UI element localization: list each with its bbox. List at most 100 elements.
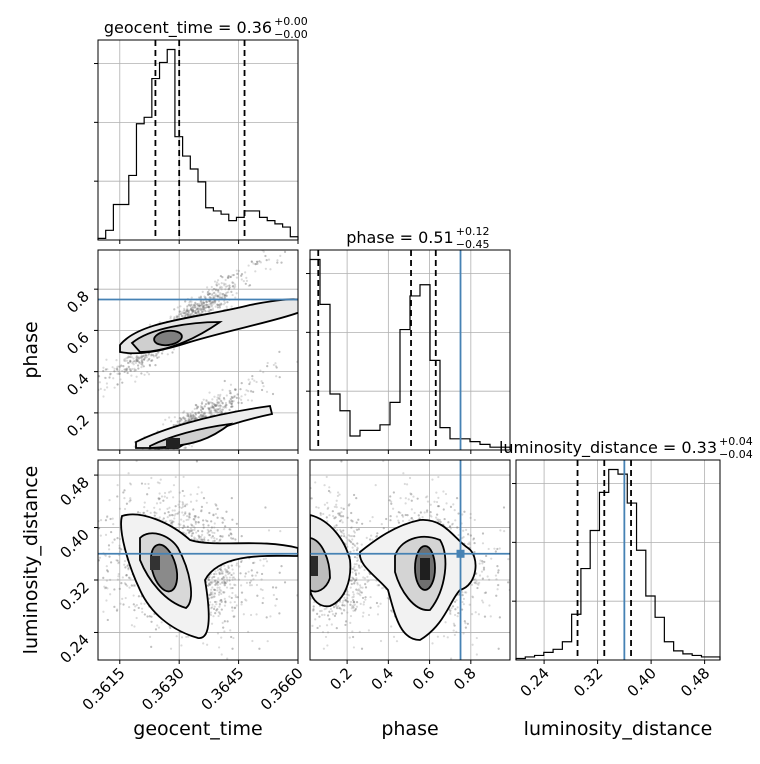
- sample-point: [233, 616, 235, 618]
- sample-point: [196, 493, 198, 495]
- sample-point: [226, 394, 228, 396]
- sample-point: [181, 315, 183, 317]
- sample-point: [279, 572, 281, 574]
- sample-point: [185, 420, 187, 422]
- sample-point: [179, 492, 181, 494]
- sample-point: [137, 356, 139, 358]
- sample-point: [252, 578, 254, 580]
- sample-point: [184, 505, 186, 507]
- sample-point: [159, 502, 161, 504]
- sample-point: [233, 274, 235, 276]
- sample-point: [213, 526, 215, 528]
- sample-point: [267, 640, 269, 642]
- sample-point: [141, 611, 143, 613]
- sample-point: [206, 502, 208, 504]
- sample-point: [238, 397, 240, 399]
- sample-point: [202, 642, 204, 644]
- hist-panel-geocent_time: geocent_time = 0.36+0.00−0.00: [94, 15, 308, 240]
- sample-point: [190, 527, 192, 529]
- panel-frame: [516, 460, 720, 660]
- sample-point: [113, 606, 115, 608]
- sample-point: [236, 523, 238, 525]
- sample-point: [146, 615, 148, 617]
- sample-point: [266, 365, 268, 367]
- sample-point: [234, 285, 236, 287]
- sample-point: [167, 353, 169, 355]
- sample-point: [144, 483, 146, 485]
- sample-point: [191, 306, 193, 308]
- sample-point: [211, 606, 213, 608]
- sample-point: [215, 513, 217, 515]
- sample-point: [211, 604, 213, 606]
- histogram-luminosity_distance: [516, 470, 720, 660]
- sample-point: [131, 624, 133, 626]
- sample-point: [239, 388, 241, 390]
- sample-point: [145, 354, 147, 356]
- sample-point: [177, 306, 179, 308]
- sample-point: [218, 606, 220, 608]
- sample-point: [229, 629, 231, 631]
- sample-point: [189, 413, 191, 415]
- sample-point: [223, 591, 225, 593]
- sample-point: [128, 606, 130, 608]
- title-error-minus: −0.00: [274, 28, 308, 41]
- sample-point: [109, 593, 111, 595]
- sample-point: [205, 301, 207, 303]
- sample-point: [225, 286, 227, 288]
- sample-point: [219, 398, 221, 400]
- sample-point: [213, 292, 215, 294]
- sample-point: [278, 351, 280, 353]
- sample-point: [208, 407, 210, 409]
- sample-point: [113, 588, 115, 590]
- sample-point: [228, 534, 230, 536]
- sample-point: [220, 535, 222, 537]
- sample-point: [112, 523, 114, 525]
- sample-point: [197, 311, 199, 313]
- sample-point: [240, 603, 242, 605]
- sample-point: [274, 362, 276, 364]
- sample-point: [131, 368, 133, 370]
- sample-point: [140, 602, 142, 604]
- sample-point: [156, 624, 158, 626]
- sample-point: [170, 648, 172, 650]
- sample-point: [180, 644, 182, 646]
- sample-point: [218, 646, 220, 648]
- sample-point: [264, 506, 266, 508]
- sample-point: [129, 497, 131, 499]
- sample-point: [176, 635, 178, 637]
- sample-point: [123, 497, 125, 499]
- sample-point: [168, 507, 170, 509]
- sample-point: [228, 579, 230, 581]
- sample-point: [224, 525, 226, 527]
- density-peak: [150, 556, 160, 570]
- sample-point: [100, 388, 102, 390]
- sample-point: [217, 632, 219, 634]
- sample-point: [99, 381, 101, 383]
- sample-point: [123, 564, 125, 566]
- sample-point: [234, 578, 236, 580]
- sample-point: [183, 495, 185, 497]
- sample-point: [164, 492, 166, 494]
- sample-point: [228, 275, 230, 277]
- sample-point: [250, 580, 252, 582]
- sample-point: [182, 502, 184, 504]
- sample-point: [222, 627, 224, 629]
- sample-point: [206, 644, 208, 646]
- sample-point: [134, 605, 136, 607]
- sample-point: [234, 296, 236, 298]
- sample-point: [251, 375, 253, 377]
- sample-point: [163, 517, 165, 519]
- sample-point: [214, 605, 216, 607]
- sample-point: [138, 607, 140, 609]
- sample-point: [237, 402, 239, 404]
- sample-point: [200, 405, 202, 407]
- sample-point: [203, 399, 205, 401]
- sample-point: [216, 517, 218, 519]
- sample-point: [244, 394, 246, 396]
- sample-point: [266, 616, 268, 618]
- sample-point: [219, 583, 221, 585]
- sample-point: [125, 369, 127, 371]
- sample-point: [154, 364, 156, 366]
- sample-point: [106, 382, 108, 384]
- panel-title-geocent_time: geocent_time = 0.36: [104, 18, 272, 38]
